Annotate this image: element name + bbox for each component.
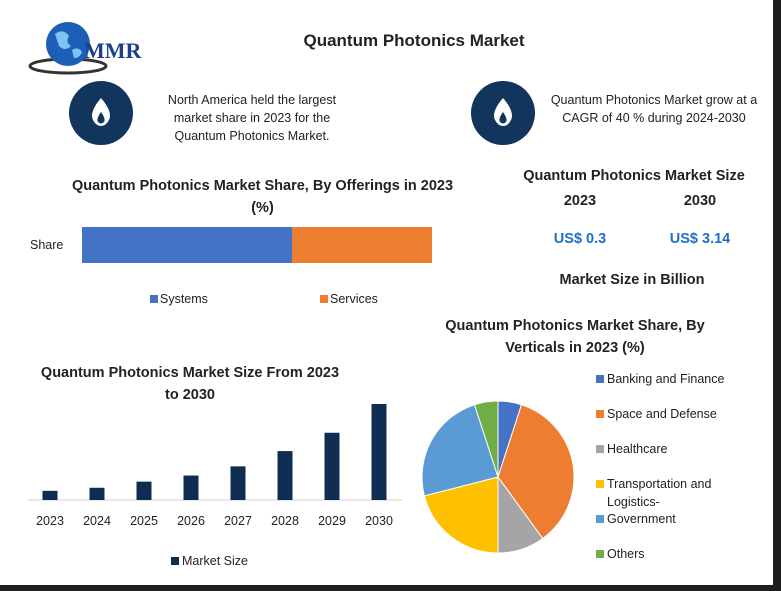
market-size-year: 2023 bbox=[563, 193, 597, 209]
market-size-note: Market Size in Billion bbox=[559, 272, 705, 288]
page-title: Quantum Photonics Market bbox=[303, 31, 525, 50]
category-label: Share bbox=[30, 238, 64, 252]
legend-label: Healthcare bbox=[607, 442, 668, 456]
infographic: MMR Quantum Photonics Market North Ameri… bbox=[0, 0, 773, 585]
legend-label: Government bbox=[607, 512, 676, 526]
market-size-value: US$ 0.3 bbox=[553, 231, 607, 247]
legend-label: Market Size bbox=[182, 554, 248, 568]
chart-title: Quantum Photonics Market Share, By Verti… bbox=[445, 318, 705, 356]
chart-title: Quantum Photonics Market Size From 2023 … bbox=[40, 365, 340, 403]
bar bbox=[42, 490, 58, 500]
x-tick-label: 2030 bbox=[365, 514, 393, 528]
bar bbox=[324, 432, 340, 500]
legend-swatch bbox=[596, 410, 604, 418]
pie-slice bbox=[423, 476, 499, 554]
legend-swatch bbox=[171, 557, 179, 565]
legend-label: Banking and Finance bbox=[607, 372, 725, 386]
callout-icon bbox=[69, 81, 133, 145]
legend-label: Transportation and Logistics- bbox=[607, 477, 712, 509]
legend-label: Others bbox=[607, 547, 645, 561]
callout-text: North America held the largest market sh… bbox=[167, 93, 337, 143]
logo-text: MMR bbox=[84, 38, 142, 63]
bar bbox=[277, 451, 293, 500]
bar bbox=[136, 481, 152, 500]
legend-swatch bbox=[320, 295, 328, 303]
bar bbox=[89, 487, 105, 500]
x-tick-label: 2024 bbox=[83, 514, 111, 528]
bar-segment bbox=[82, 227, 292, 263]
legend-swatch bbox=[596, 515, 604, 523]
graphics bbox=[28, 22, 604, 565]
callout-text: Quantum Photonics Market grow at a CAGR … bbox=[550, 93, 758, 125]
bar bbox=[230, 466, 246, 500]
pie-slice bbox=[421, 404, 499, 497]
legend-swatch bbox=[596, 480, 604, 488]
market-size-value: US$ 3.14 bbox=[669, 231, 731, 247]
x-tick-label: 2026 bbox=[177, 514, 205, 528]
x-tick-label: 2027 bbox=[224, 514, 252, 528]
legend-swatch bbox=[596, 550, 604, 558]
market-size-year: 2030 bbox=[683, 193, 717, 209]
pie-slice bbox=[497, 404, 575, 540]
bar-segment bbox=[292, 227, 432, 263]
legend-label: Services bbox=[330, 292, 378, 306]
bar bbox=[183, 475, 199, 500]
legend-swatch bbox=[596, 445, 604, 453]
legend-label: Systems bbox=[160, 292, 208, 306]
bar bbox=[371, 404, 387, 500]
market-size-title: Quantum Photonics Market Size bbox=[523, 168, 745, 184]
pie-slice bbox=[473, 400, 499, 478]
x-tick-label: 2025 bbox=[130, 514, 158, 528]
x-tick-label: 2023 bbox=[36, 514, 64, 528]
callout-icon bbox=[471, 81, 535, 145]
legend-swatch bbox=[150, 295, 158, 303]
x-tick-label: 2028 bbox=[271, 514, 299, 528]
legend-label: Space and Defense bbox=[607, 407, 717, 421]
chart-title: Quantum Photonics Market Share, By Offer… bbox=[71, 178, 454, 216]
x-tick-label: 2029 bbox=[318, 514, 346, 528]
legend-swatch bbox=[596, 375, 604, 383]
logo-globe bbox=[28, 22, 108, 75]
